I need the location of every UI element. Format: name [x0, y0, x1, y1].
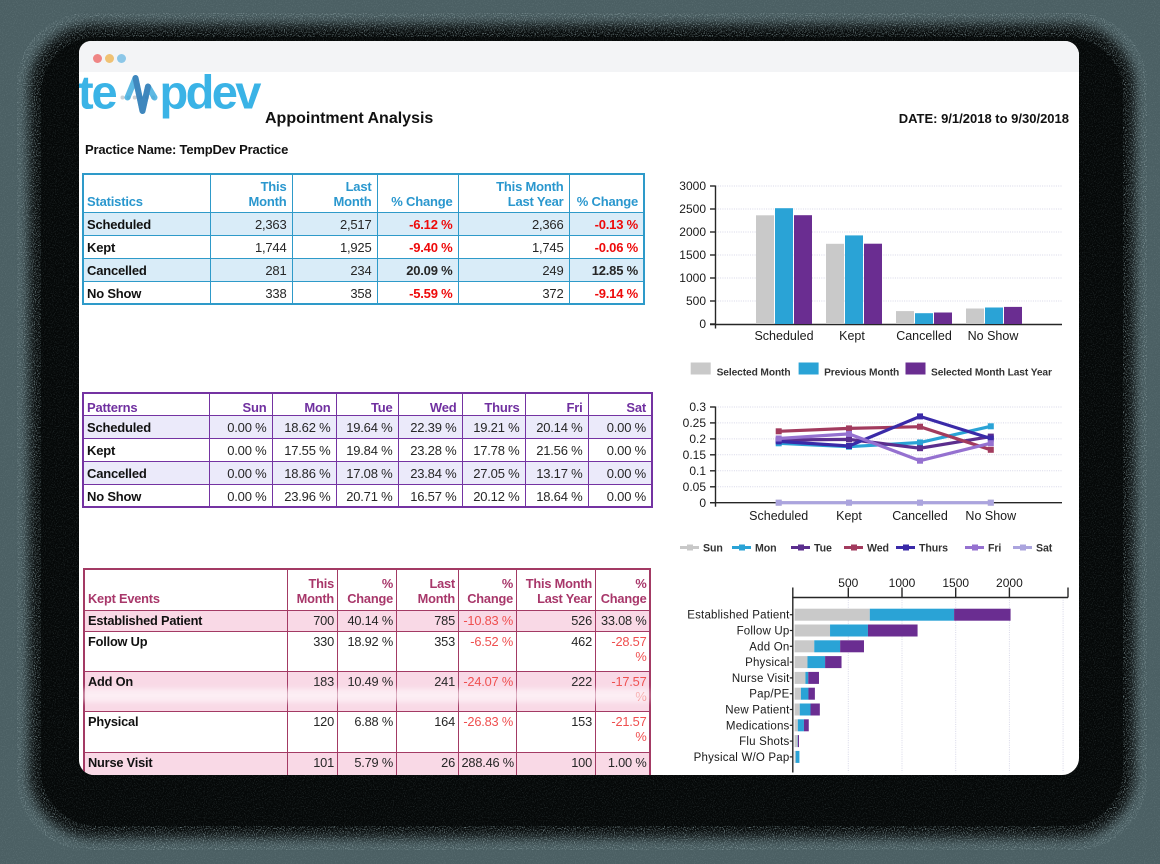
- svg-text:Kept: Kept: [839, 329, 865, 343]
- svg-text:0.25: 0.25: [683, 416, 707, 430]
- svg-text:Pap/PE: Pap/PE: [749, 689, 789, 701]
- svg-text:Scheduled: Scheduled: [749, 509, 808, 523]
- svg-text:0.1: 0.1: [689, 464, 706, 478]
- svg-text:500: 500: [838, 576, 858, 590]
- svg-text:Physical W/O Pap: Physical W/O Pap: [694, 752, 790, 764]
- svg-text:3000: 3000: [679, 179, 706, 193]
- svg-text:Add On: Add On: [749, 641, 789, 653]
- svg-text:Established Patient: Established Patient: [687, 610, 790, 622]
- svg-text:0.15: 0.15: [683, 448, 707, 462]
- svg-text:2500: 2500: [679, 202, 706, 216]
- svg-text:Kept: Kept: [836, 509, 862, 523]
- svg-text:Selected Month Last Year: Selected Month Last Year: [931, 368, 1052, 379]
- svg-text:Selected Month: Selected Month: [717, 368, 791, 379]
- svg-text:New Patient: New Patient: [725, 705, 790, 717]
- svg-text:1500: 1500: [942, 576, 969, 590]
- svg-text:500: 500: [686, 294, 706, 308]
- svg-text:0.05: 0.05: [683, 480, 707, 494]
- svg-text:te: te: [79, 66, 116, 119]
- svg-text:2000: 2000: [679, 225, 706, 239]
- svg-text:Mon: Mon: [755, 543, 776, 555]
- svg-text:Physical: Physical: [745, 657, 789, 669]
- svg-text:1000: 1000: [679, 271, 706, 285]
- svg-text:Fri: Fri: [988, 543, 1001, 555]
- svg-text:0.3: 0.3: [689, 400, 706, 414]
- svg-text:Wed: Wed: [867, 543, 889, 555]
- svg-text:1500: 1500: [679, 248, 706, 262]
- svg-text:0.2: 0.2: [689, 432, 706, 446]
- svg-text:Thurs: Thurs: [919, 543, 948, 555]
- svg-text:Medications: Medications: [726, 720, 790, 732]
- svg-text:Nurse Visit: Nurse Visit: [732, 673, 790, 685]
- svg-text:Previous Month: Previous Month: [824, 368, 899, 379]
- svg-text:1000: 1000: [889, 576, 916, 590]
- svg-text:0: 0: [699, 317, 706, 331]
- svg-text:Follow Up: Follow Up: [737, 626, 790, 638]
- svg-text:Scheduled: Scheduled: [754, 329, 813, 343]
- svg-text:Cancelled: Cancelled: [896, 329, 952, 343]
- svg-text:Sun: Sun: [703, 543, 723, 555]
- svg-text:No Show: No Show: [965, 509, 1017, 523]
- svg-text:Flu Shots: Flu Shots: [739, 736, 789, 748]
- svg-text:Sat: Sat: [1036, 543, 1053, 555]
- svg-text:Cancelled: Cancelled: [892, 509, 948, 523]
- svg-text:Tue: Tue: [814, 543, 832, 555]
- svg-text:2000: 2000: [996, 576, 1023, 590]
- svg-text:No Show: No Show: [968, 329, 1020, 343]
- svg-text:pdev: pdev: [160, 66, 262, 119]
- svg-text:0: 0: [699, 496, 706, 510]
